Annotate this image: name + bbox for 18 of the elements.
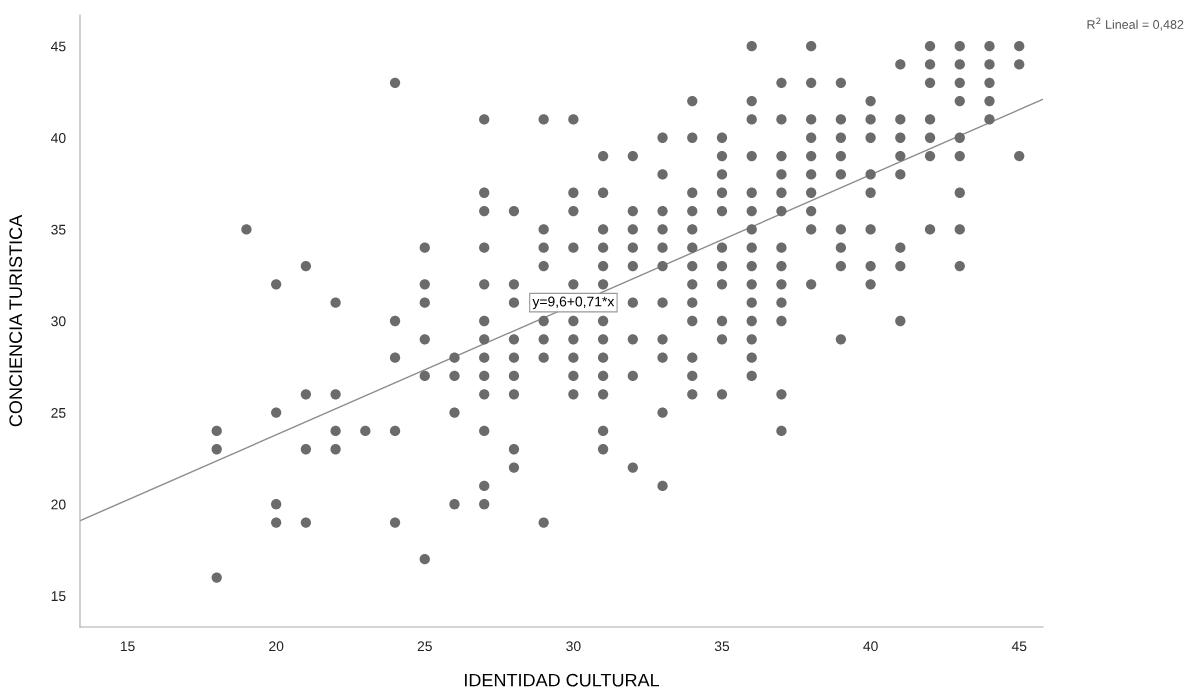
x-tick-label: 45 (1011, 641, 1027, 652)
y-tick-label: 25 (51, 407, 66, 418)
x-tick-label: 40 (863, 641, 878, 652)
y-tick-label: 20 (51, 499, 66, 510)
annotation: y=9,6+0,71*x (532, 296, 615, 310)
text: R$^{2}$ Lineal = 0,482 (1087, 17, 1184, 31)
y-tick-label: 30 (51, 316, 66, 327)
y-tick-label: 35 (51, 224, 66, 235)
x-tick-label: 30 (566, 641, 581, 652)
x-tick-label: 25 (417, 641, 432, 652)
y-tick-label: 40 (50, 133, 66, 143)
x-tick-label: 20 (269, 641, 284, 652)
y-axis-title: CONCIENCIA TURISTICA (9, 214, 23, 427)
x-tick-label: 15 (120, 641, 135, 652)
x-tick-label: 35 (714, 641, 730, 652)
y-tick-label: 15 (51, 591, 66, 602)
x-axis-title: IDENTIDAD CULTURAL (465, 673, 660, 687)
y-tick-label: 45 (50, 41, 66, 52)
